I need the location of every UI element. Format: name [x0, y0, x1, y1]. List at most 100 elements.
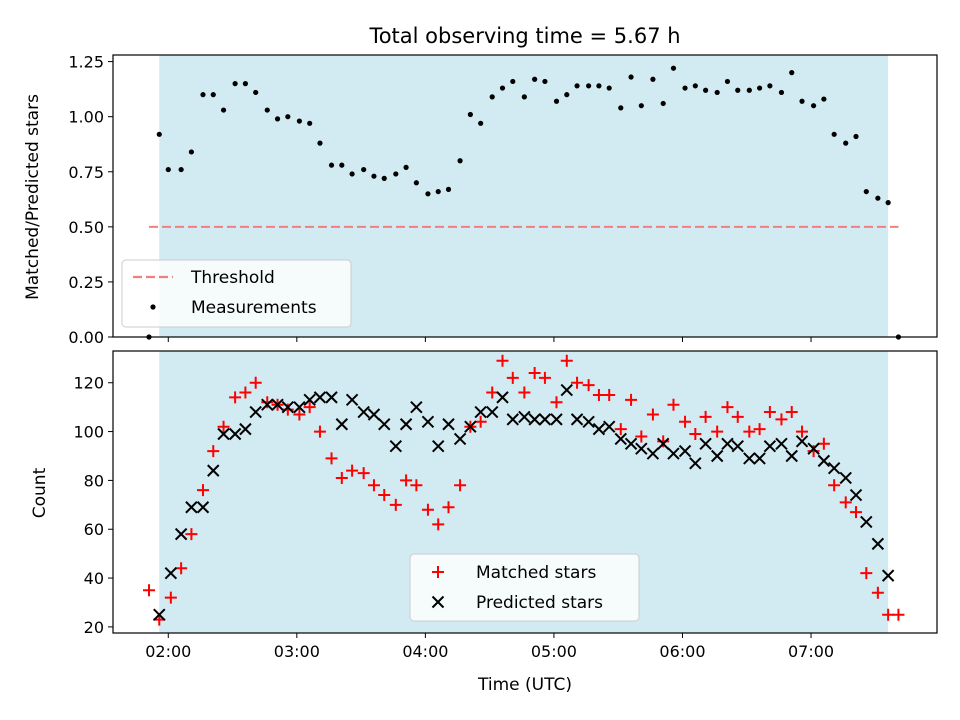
count-legend: Matched stars Predicted stars: [409, 553, 640, 622]
matched-stars-point: [400, 474, 413, 487]
measurement-point: [703, 87, 709, 93]
x-axis-label: Time (UTC): [477, 675, 572, 695]
matched-stars-point: [293, 408, 306, 421]
matched-stars-point: [892, 608, 905, 621]
predicted-stars-point: [646, 447, 660, 460]
legend-measurements-label: Measurements: [191, 298, 317, 318]
predicted-stars-point: [399, 418, 413, 431]
predicted-stars-point: [602, 420, 616, 433]
legend-matched-swatch: [432, 566, 444, 578]
predicted-stars-point: [785, 449, 798, 463]
matched-stars-point: [646, 408, 659, 421]
matched-stars-point: [207, 445, 220, 458]
predicted-stars-point: [582, 415, 595, 429]
predicted-stars-point: [827, 461, 841, 475]
measurement-point: [831, 131, 837, 137]
matched-stars-point: [817, 437, 830, 450]
matched-stars-point: [261, 396, 274, 409]
predicted-stars-point: [313, 391, 327, 404]
measurement-point: [885, 200, 891, 206]
matched-stars-point: [442, 501, 455, 514]
predicted-stars-point: [335, 418, 349, 431]
matched-stars-point: [828, 479, 841, 492]
matched-stars-point: [506, 371, 519, 384]
matched-stars-point: [367, 479, 380, 492]
measurement-point: [339, 162, 345, 168]
matched-stars-point: [743, 425, 756, 438]
matched-stars-series: [142, 354, 905, 626]
measurement-point: [628, 74, 634, 80]
measurement-point: [757, 85, 763, 91]
legend-threshold-label: Threshold: [190, 268, 275, 288]
y-tick-label: 0.50: [68, 218, 104, 237]
y-tick-label: 100: [73, 423, 104, 442]
measurement-point: [328, 162, 335, 168]
matched-stars-point: [528, 366, 541, 379]
y-tick-label: 0.25: [68, 273, 104, 292]
measurement-point: [510, 78, 516, 85]
matched-stars-point: [721, 401, 734, 414]
measurement-point: [296, 118, 302, 124]
predicted-stars-point: [550, 413, 563, 426]
matched-stars-point: [882, 608, 895, 621]
measurements-series: [146, 65, 902, 340]
matched-stars-point: [486, 386, 499, 399]
x-tick-label: 02:00: [145, 642, 191, 661]
measurement-point: [242, 81, 249, 87]
measurement-point: [178, 166, 184, 173]
y-tick-label: 120: [73, 374, 104, 393]
measurement-point: [724, 78, 731, 85]
predicted-stars-point: [486, 405, 499, 419]
count-legend-box: [409, 553, 640, 622]
chart-title: Total observing time = 5.67 h: [368, 24, 680, 48]
x-tick-label: 04:00: [402, 642, 448, 661]
predicted-stars-point: [303, 393, 316, 407]
predicted-stars-point: [860, 515, 873, 529]
measurement-point: [457, 158, 463, 164]
x-tick-label: 06:00: [659, 642, 705, 661]
y-tick-label: 1.25: [68, 53, 104, 72]
matched-stars-point: [239, 386, 252, 399]
matched-stars-point: [560, 354, 573, 367]
measurement-point: [253, 89, 259, 96]
matched-stars-point: [785, 406, 798, 419]
predicted-stars-point: [421, 415, 435, 429]
measurement-point: [863, 188, 869, 195]
y-tick-label: 60: [84, 520, 104, 539]
measurement-point: [650, 76, 656, 82]
y-tick-label: 80: [84, 471, 104, 490]
matched-stars-point: [249, 376, 262, 389]
matched-stars-point: [689, 428, 702, 441]
predicted-stars-point: [389, 440, 403, 453]
matched-stars-point: [603, 388, 616, 401]
matched-stars-point: [325, 452, 338, 465]
predicted-stars-series: [153, 383, 895, 621]
predicted-stars-point: [249, 405, 262, 419]
predicted-stars-point: [153, 608, 166, 621]
matched-stars-point: [571, 376, 584, 389]
predicted-stars-point: [614, 432, 627, 446]
predicted-stars-point: [656, 437, 670, 450]
predicted-stars-point: [196, 501, 210, 514]
y-tick-label: 0.75: [68, 163, 104, 182]
measurement-point: [596, 83, 602, 89]
predicted-stars-point: [432, 440, 445, 453]
predicted-stars-point: [378, 418, 391, 431]
matched-stars-point: [454, 479, 467, 492]
matched-stars-point: [614, 423, 627, 436]
matched-stars-point: [389, 498, 402, 511]
count-y-axis: 20 40 60 80 100 120: [73, 374, 113, 637]
matched-stars-point: [860, 567, 873, 580]
measurement-point: [660, 100, 666, 107]
matched-stars-point: [346, 464, 359, 477]
predicted-stars-point: [592, 422, 606, 436]
predicted-stars-point: [795, 435, 809, 448]
predicted-stars-point: [839, 471, 852, 485]
matched-stars-point: [357, 467, 370, 480]
measurement-point: [778, 89, 785, 96]
measurement-point: [810, 103, 817, 109]
matched-stars-point: [550, 396, 563, 409]
legend-predicted-label: Predicted stars: [476, 593, 603, 613]
measurement-point: [670, 65, 677, 71]
matched-stars-point: [667, 398, 680, 411]
